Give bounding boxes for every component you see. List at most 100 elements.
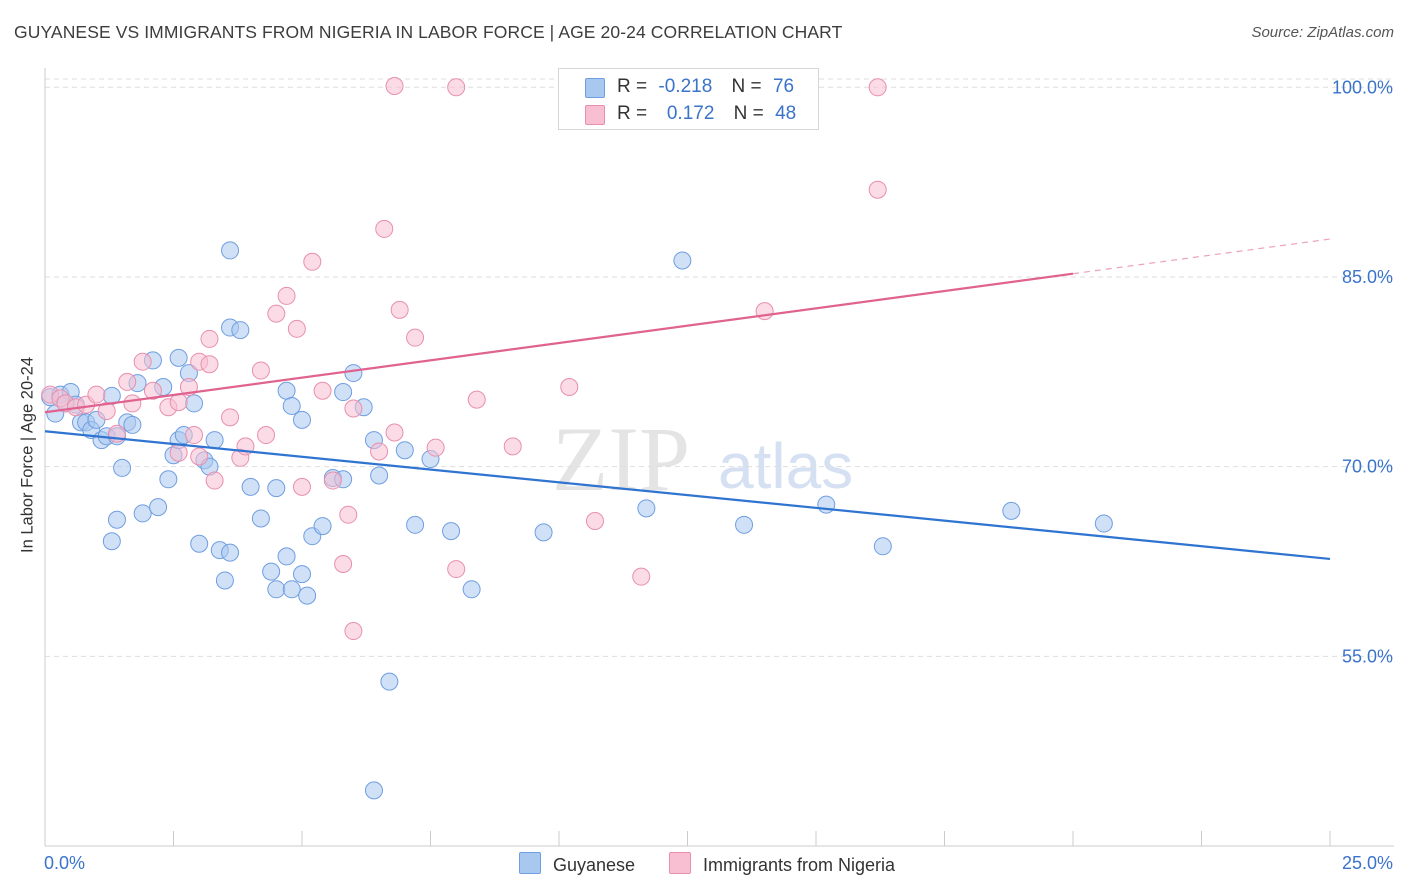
guyanese-point — [406, 515, 425, 534]
y-tick-label: 70.0% — [1342, 457, 1393, 477]
guyanese-point — [1002, 501, 1021, 520]
guyanese-point — [298, 586, 317, 605]
nigeria-point — [303, 252, 322, 271]
nigeria-point — [200, 355, 219, 374]
source-label: Source: ZipAtlas.com — [1251, 24, 1394, 41]
x-tick-label: 0.0% — [44, 853, 85, 873]
nigeria-point — [205, 471, 224, 490]
nigeria-point — [503, 437, 522, 456]
nigeria-point — [287, 319, 306, 338]
nigeria-point — [323, 471, 342, 490]
n-value: 48 — [775, 103, 797, 124]
guyanese-point — [873, 537, 892, 556]
guyanese-point — [251, 509, 270, 528]
nigeria-point — [143, 381, 162, 400]
n-value: 76 — [772, 76, 795, 97]
nigeria-point — [118, 372, 137, 391]
guyanese-point — [334, 383, 353, 402]
nigeria-point — [385, 77, 404, 96]
y-axis-label: In Labor Force | Age 20-24 — [18, 357, 37, 553]
nigeria-point — [293, 477, 311, 496]
guyanese-point — [241, 477, 260, 496]
guyanese-point — [344, 364, 363, 383]
nigeria-point — [185, 426, 204, 445]
nigeria-point — [190, 447, 209, 466]
legend-label-guyanese: Guyanese — [553, 855, 636, 875]
guyanese-point — [370, 466, 389, 485]
guyanese-point — [364, 781, 383, 800]
n-label: N = — [733, 103, 764, 124]
nigeria-point — [868, 78, 887, 97]
guyanese-point — [277, 381, 296, 400]
guyanese-point — [267, 479, 286, 498]
nigeria-point — [390, 300, 409, 319]
guyanese-point — [1094, 514, 1113, 533]
guyanese-point — [277, 547, 296, 566]
guyanese-point — [149, 498, 168, 517]
stats-legend: R = -0.218 N = 76 R = 0.172 N = 48 — [558, 68, 819, 130]
guyanese-point — [231, 321, 250, 340]
nigeria-point — [221, 408, 240, 427]
nigeria-point — [370, 442, 389, 461]
nigeria-point — [200, 329, 219, 348]
guyanese-point — [133, 504, 152, 523]
nigeria-point — [123, 394, 142, 413]
nigeria-trendline-extension — [1072, 238, 1331, 275]
nigeria-point — [467, 390, 486, 409]
guyanese-point — [380, 672, 399, 691]
nigeria-point — [339, 505, 358, 524]
guyanese-point — [169, 348, 188, 367]
guyanese-point — [190, 534, 209, 553]
legend-item-guyanese: Guyanese — [519, 852, 635, 876]
guyanese-point — [673, 251, 692, 270]
r-label: R = — [617, 103, 648, 124]
guyanese-point — [185, 394, 204, 413]
nigeria-trendline — [44, 272, 1074, 414]
guyanese-point — [534, 523, 553, 542]
chart-title: GUYANESE VS IMMIGRANTS FROM NIGERIA IN L… — [14, 22, 843, 42]
nigeria-point — [585, 512, 604, 531]
guyanese-trendline — [44, 430, 1331, 561]
guyanese-point — [282, 580, 301, 599]
guyanese-point — [221, 241, 240, 260]
nigeria-point — [447, 78, 466, 97]
nigeria-point — [277, 286, 296, 305]
nigeria-point — [169, 443, 188, 462]
guyanese-point — [107, 510, 126, 529]
nigeria-point — [426, 438, 445, 457]
nigeria-point — [87, 385, 106, 404]
nigeria-point — [97, 402, 116, 421]
guyanese-point — [215, 571, 234, 590]
guyanese-point — [262, 562, 281, 581]
guyanese-point — [462, 580, 481, 599]
guyanese-point — [282, 396, 301, 415]
guyanese-point — [159, 470, 178, 489]
guyanese-point — [267, 580, 286, 599]
guyanese-point — [102, 532, 121, 551]
nigeria-point — [267, 304, 286, 323]
nigeria-point — [313, 381, 332, 400]
y-tick-label: 100.0% — [1332, 77, 1393, 97]
guyanese-point — [205, 431, 224, 450]
guyanese-point — [113, 458, 132, 477]
nigeria-point — [385, 423, 404, 442]
guyanese-point — [735, 515, 754, 534]
y-tick-label: 85.0% — [1342, 267, 1393, 287]
legend-item-nigeria: Immigrants from Nigeria — [669, 852, 895, 876]
nigeria-legend-swatch — [669, 852, 691, 874]
nigeria-point — [251, 361, 270, 380]
r-value: 0.172 — [666, 103, 715, 124]
guyanese-point — [442, 522, 461, 541]
legend-label-nigeria: Immigrants from Nigeria — [703, 855, 896, 875]
guyanese-point — [395, 441, 414, 460]
guyanese-legend-swatch — [519, 852, 541, 874]
x-tick-label: 25.0% — [1342, 853, 1393, 873]
guyanese-point — [293, 565, 311, 584]
nigeria-point — [334, 555, 353, 574]
r-label: R = — [617, 76, 648, 97]
nigeria-point — [375, 219, 394, 238]
n-label: N = — [731, 76, 762, 97]
nigeria-point — [169, 393, 188, 412]
guyanese-point — [313, 517, 332, 536]
